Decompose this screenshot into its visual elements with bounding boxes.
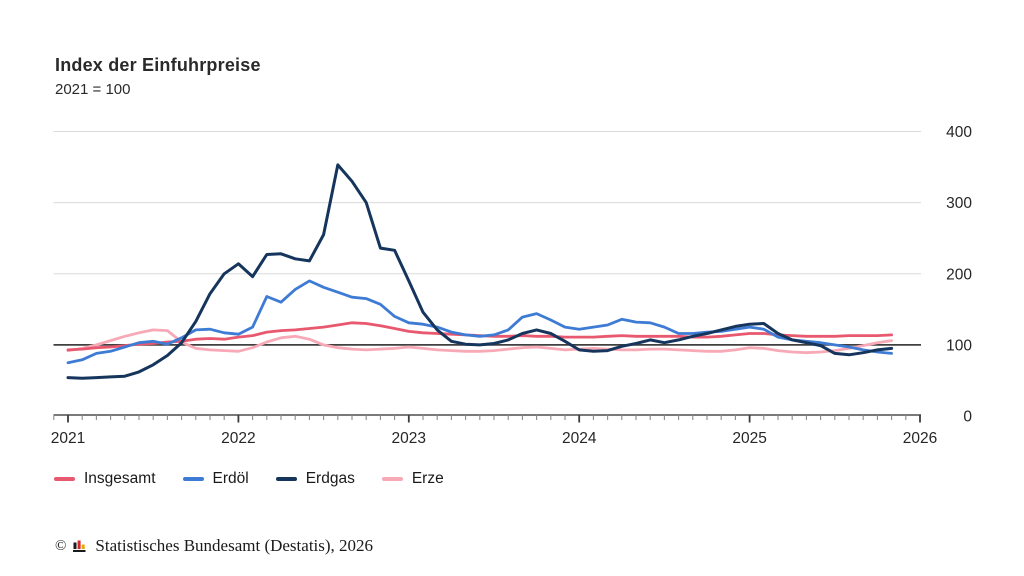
erdoel-line-swatch-icon [182, 477, 204, 481]
legend-label: Insgesamt [84, 470, 156, 487]
legend-label: Erdgas [305, 470, 355, 487]
erze-line-swatch-icon [381, 477, 403, 481]
svg-text:400: 400 [946, 124, 972, 141]
chart-title: Index der Einfuhrpreise [55, 55, 261, 75]
copyright-symbol: © [55, 537, 67, 554]
svg-text:2021: 2021 [51, 430, 85, 447]
chart-subtitle: 2021 = 100 [55, 81, 131, 98]
source-text: Statistisches Bundesamt (Destatis), 2026 [95, 536, 374, 555]
legend-label: Erdöl [212, 470, 249, 487]
legend-label: Erze [411, 470, 444, 487]
destatis-logo-icon [73, 540, 86, 552]
svg-text:2025: 2025 [732, 430, 766, 447]
svg-text:0: 0 [963, 409, 972, 426]
legend-item-erdgas[interactable]: Erdgas [275, 470, 355, 488]
svg-text:2022: 2022 [221, 430, 255, 447]
svg-text:2023: 2023 [392, 430, 426, 447]
erdgas-line-swatch-icon [275, 477, 297, 481]
svg-text:2026: 2026 [903, 430, 937, 447]
svg-text:2024: 2024 [562, 430, 597, 447]
svg-text:200: 200 [946, 266, 972, 283]
chart-legend: Insgesamt Erdöl Erdgas Erze [54, 470, 444, 488]
legend-item-erdoel[interactable]: Erdöl [182, 470, 249, 488]
legend-item-insgesamt[interactable]: Insgesamt [54, 470, 156, 488]
insgesamt-line-swatch-icon [54, 477, 75, 481]
legend-item-erze[interactable]: Erze [381, 470, 444, 488]
source-attribution: © Statistisches Bundesamt (Destatis), 20… [55, 536, 373, 556]
svg-text:100: 100 [946, 337, 972, 354]
svg-text:300: 300 [946, 195, 972, 212]
